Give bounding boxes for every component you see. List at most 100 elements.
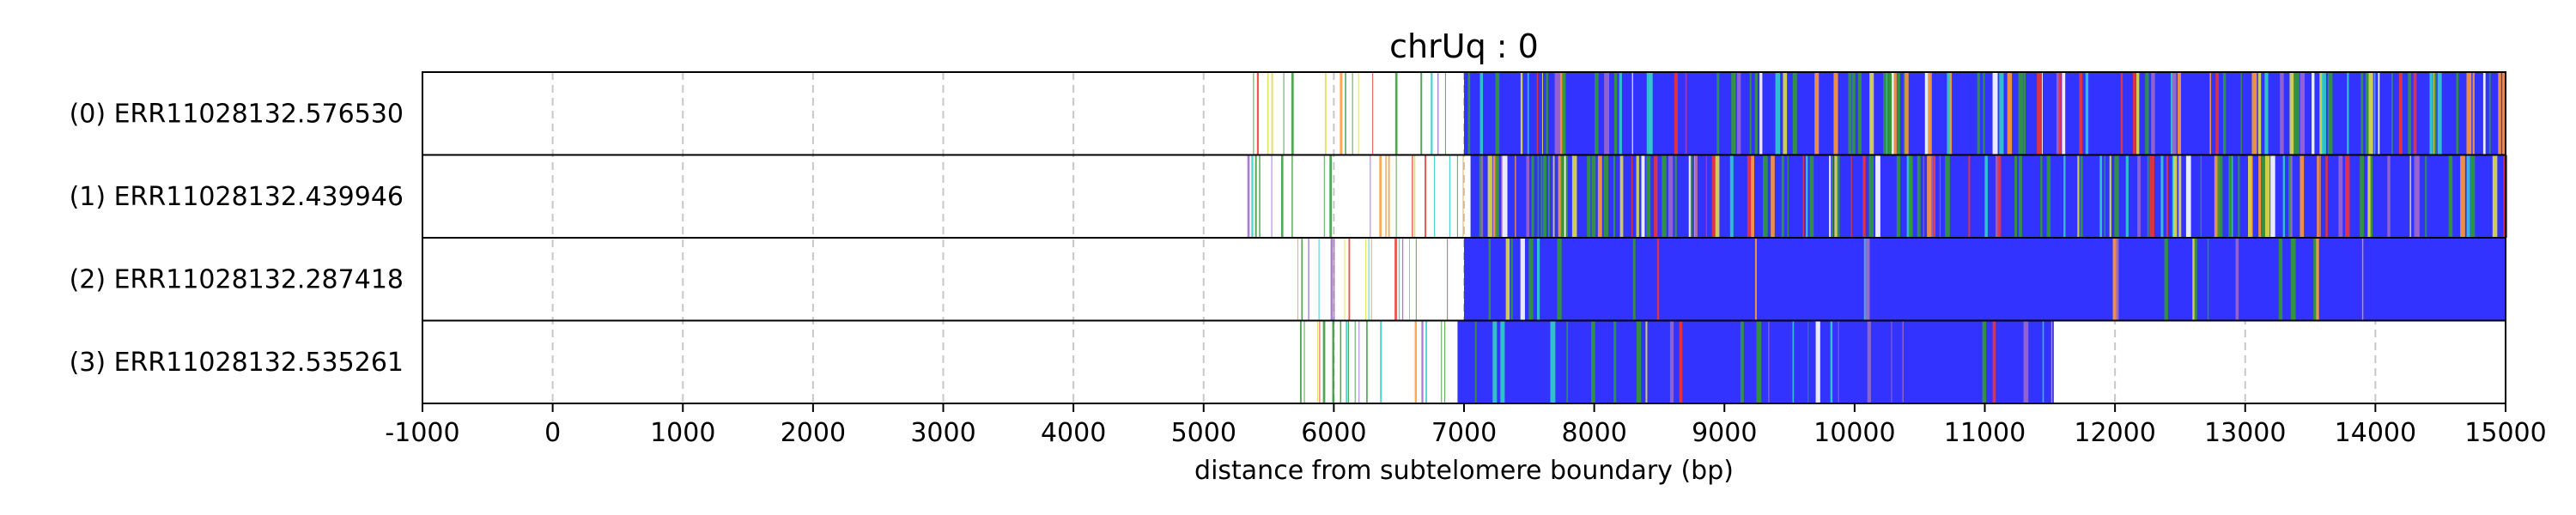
- x-tick-label-11: 10000: [1814, 418, 1895, 448]
- variant-mark: [2217, 154, 2223, 238]
- variant-mark: [1300, 154, 1302, 238]
- variant-mark: [2415, 154, 2420, 238]
- variant-mark: [2232, 154, 2233, 238]
- variant-mark: [2378, 72, 2380, 155]
- variant-mark: [2470, 154, 2476, 238]
- variant-mark: [1763, 154, 1768, 238]
- variant-mark: [1421, 320, 1424, 403]
- variant-mark: [1645, 320, 1648, 403]
- x-tick-label-12: 11000: [1944, 418, 2026, 448]
- x-axis-label: distance from subtelomere boundary (bp): [1194, 456, 1734, 486]
- variant-mark: [1344, 238, 1346, 321]
- variant-mark: [2116, 238, 2119, 321]
- variant-mark: [1255, 154, 1257, 238]
- x-tick-label-4: 3000: [910, 418, 975, 448]
- variant-mark: [2215, 72, 2219, 155]
- variant-mark: [2050, 320, 2053, 403]
- variant-mark: [1327, 238, 1330, 321]
- variant-mark: [1412, 154, 1413, 238]
- variant-mark: [1531, 154, 1534, 238]
- variant-mark: [2319, 72, 2324, 155]
- variant-mark: [1492, 320, 1498, 403]
- variant-mark: [2058, 72, 2062, 155]
- variant-mark: [1571, 154, 1577, 238]
- variant-mark: [1550, 320, 1556, 403]
- variant-mark: [1340, 238, 1342, 321]
- variant-mark: [1420, 72, 1423, 155]
- variant-mark: [1695, 154, 1698, 238]
- variant-mark: [1783, 72, 1788, 155]
- variant-mark: [1716, 72, 1720, 155]
- variant-mark: [1324, 72, 1327, 155]
- variant-mark: [1945, 154, 1950, 238]
- variant-mark: [1636, 154, 1639, 238]
- variant-mark: [2345, 154, 2350, 238]
- x-tick-label-1: 0: [544, 418, 561, 448]
- variant-mark: [2145, 72, 2149, 155]
- variant-mark: [1729, 154, 1734, 238]
- variant-mark: [1394, 72, 1398, 155]
- variant-mark: [1636, 320, 1642, 403]
- variant-mark: [1348, 320, 1350, 403]
- variant-mark: [2136, 72, 2140, 155]
- variant-mark: [2448, 154, 2453, 238]
- variant-mark: [2488, 72, 2491, 155]
- variant-mark: [1330, 238, 1334, 321]
- variant-mark: [1541, 72, 1544, 155]
- variant-mark: [2264, 72, 2269, 155]
- variant-mark: [1271, 72, 1273, 155]
- variant-mark: [1756, 320, 1762, 403]
- variant-mark: [2178, 72, 2182, 155]
- variant-mark: [2433, 72, 2436, 155]
- variant-mark: [1685, 72, 1687, 155]
- variant-mark: [1558, 154, 1563, 238]
- variant-mark: [1520, 238, 1525, 321]
- variant-mark: [1527, 72, 1529, 155]
- variant-mark: [1939, 154, 1941, 238]
- variant-mark: [2178, 154, 2182, 238]
- variant-mark: [1354, 320, 1356, 403]
- variant-mark: [2160, 154, 2164, 238]
- telomeric-block: [1464, 238, 2506, 321]
- variant-mark: [1247, 154, 1250, 238]
- variant-mark: [1543, 154, 1547, 238]
- variant-mark: [1431, 72, 1433, 155]
- variant-mark: [1632, 238, 1636, 321]
- row-label-2: (2) ERR11028132.287418: [70, 264, 404, 294]
- variant-mark: [2166, 154, 2169, 238]
- read-track-0: [1253, 72, 2506, 155]
- variant-mark: [1587, 154, 1591, 238]
- variant-mark: [1510, 238, 1513, 321]
- variant-mark: [1754, 238, 1757, 321]
- variant-mark: [2200, 154, 2202, 238]
- variant-mark: [1358, 320, 1360, 403]
- variant-mark: [1654, 154, 1658, 238]
- variant-mark: [1536, 72, 1539, 155]
- variant-mark: [1997, 154, 2002, 238]
- variant-mark: [1526, 154, 1530, 238]
- variant-mark: [2164, 238, 2168, 321]
- variant-mark: [2099, 154, 2103, 238]
- variant-mark: [1332, 320, 1335, 403]
- variant-mark: [1259, 154, 1261, 238]
- variant-mark: [1649, 72, 1653, 155]
- variant-mark: [1441, 320, 1443, 403]
- variant-mark: [1619, 154, 1624, 238]
- variant-mark: [1480, 154, 1484, 238]
- variant-mark: [1656, 238, 1660, 321]
- variant-mark: [2080, 154, 2083, 238]
- variant-mark: [2413, 72, 2417, 155]
- variant-mark: [2240, 72, 2242, 155]
- variant-mark: [2280, 72, 2284, 155]
- variant-mark: [2338, 154, 2343, 238]
- variant-mark: [1413, 154, 1416, 238]
- variant-mark: [1805, 154, 1808, 238]
- variant-mark: [2429, 72, 2433, 155]
- variant-mark: [1322, 320, 1326, 403]
- variant-mark: [1366, 320, 1368, 403]
- variant-mark: [2247, 154, 2253, 238]
- variant-mark: [2125, 154, 2129, 238]
- variant-mark: [1711, 154, 1716, 238]
- variant-mark: [2360, 72, 2364, 155]
- variant-mark: [1554, 72, 1560, 155]
